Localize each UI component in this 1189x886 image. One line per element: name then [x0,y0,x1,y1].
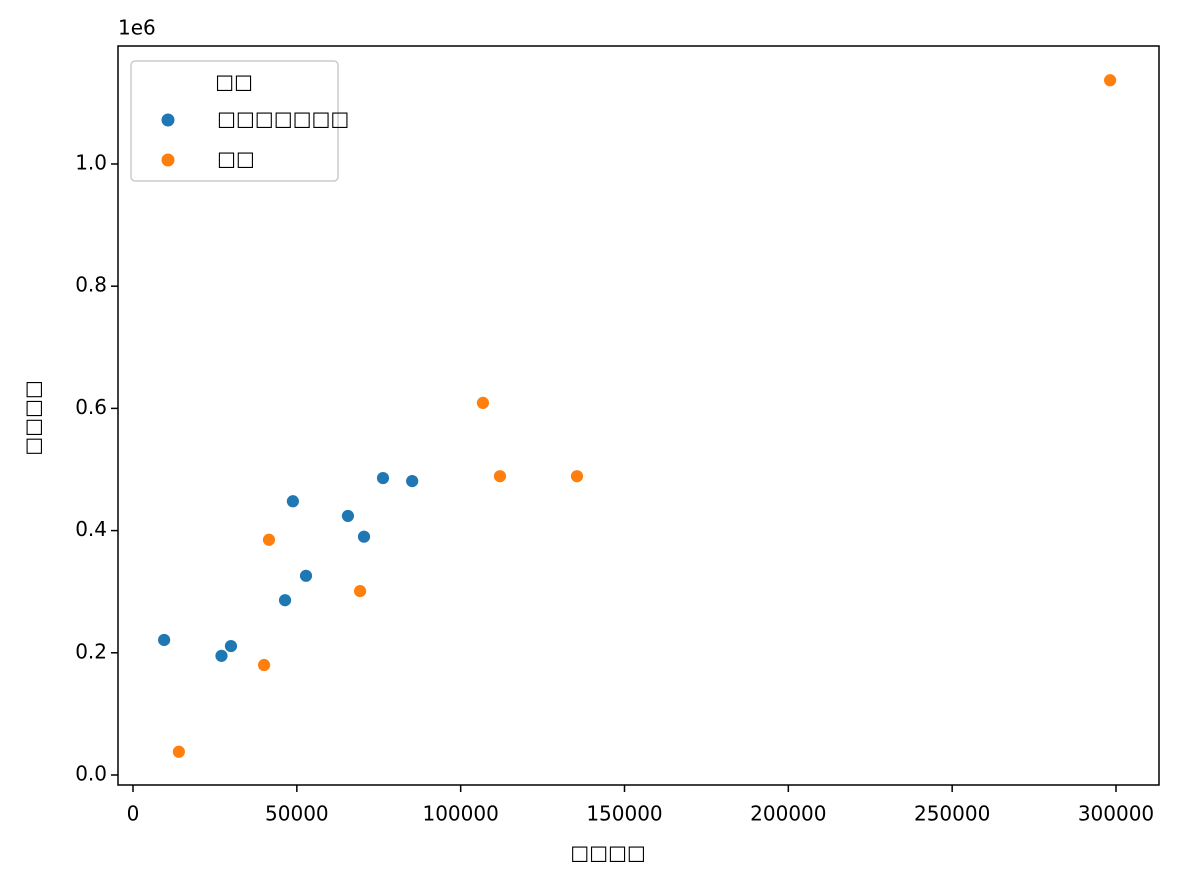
point [262,532,276,547]
x-tick-label: 200000 [750,802,826,826]
legend-title: □□ [215,70,253,94]
point [224,639,238,653]
point [405,474,420,489]
point [1103,73,1118,88]
point [570,469,584,484]
x-tick-label: 50000 [265,802,329,826]
legend-label: □□ [217,147,255,171]
legend-marker [161,113,175,127]
y-offset-label: 1e6 [118,16,156,40]
x-tick-label: 250000 [914,802,990,826]
y-tick-label: 0.8 [75,273,107,297]
x-tick-label: 300000 [1078,802,1154,826]
y-axis-label: □□□□ [21,380,45,456]
x-tick-label: 0 [127,802,140,826]
point [476,395,490,410]
plot-frame [117,45,1160,786]
y-tick-label: 0.4 [75,517,107,541]
legend-marker [161,153,175,167]
point [278,593,292,608]
point [157,633,172,647]
x-tick-label: 150000 [586,802,662,826]
point [171,744,186,759]
point [357,529,371,544]
y-tick-label: 0.6 [75,395,107,419]
x-tick-label: 100000 [422,802,498,826]
point [493,469,507,484]
point [257,658,271,672]
point [286,494,300,509]
point [341,509,355,523]
point [214,648,229,663]
x-axis-label: □□□□ [570,841,646,865]
point [353,584,367,598]
y-tick-label: 0.2 [75,639,107,663]
y-tick-label: 1.0 [75,150,107,174]
legend-label: □□□□□□□ [217,107,349,131]
point [376,471,390,485]
point [299,568,313,583]
legend-box [130,60,339,182]
y-tick-label: 0.0 [75,761,107,785]
